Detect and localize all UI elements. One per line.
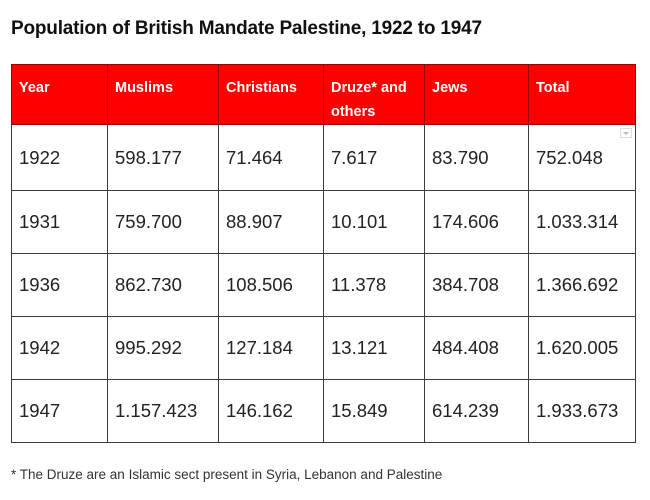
cell-total: 1.033.314: [528, 190, 636, 254]
cell-druze-and-others: 7.617: [323, 124, 425, 191]
cell-muslims: 995.292: [107, 316, 219, 380]
cell-druze-and-others: 15.849: [323, 379, 425, 443]
header-muslims: Muslims: [107, 64, 219, 125]
cell-muslims: 1.157.423: [107, 379, 219, 443]
cell-muslims: 759.700: [107, 190, 219, 254]
table-row: 1936 862.730 108.506 11.378 384.708 1.36…: [11, 253, 636, 317]
cell-druze-and-others: 13.121: [323, 316, 425, 380]
cell-total: 752.048: [536, 146, 603, 168]
header-year: Year: [11, 64, 108, 125]
cell-year: 1936: [11, 253, 108, 317]
sort-caret-icon[interactable]: [620, 128, 632, 138]
header-christians: Christians: [218, 64, 324, 125]
cell-year: 1942: [11, 316, 108, 380]
header-druze-and-others: Druze* and others: [323, 64, 425, 125]
population-table: Year Muslims Christians Druze* and other…: [11, 64, 636, 443]
cell-jews: 614.239: [424, 379, 529, 443]
cell-total: 1.620.005: [528, 316, 636, 380]
cell-muslims: 862.730: [107, 253, 219, 317]
cell-christians: 127.184: [218, 316, 324, 380]
cell-christians: 88.907: [218, 190, 324, 254]
cell-jews: 83.790: [424, 124, 529, 191]
cell-jews: 384.708: [424, 253, 529, 317]
table-row: 1922 598.177 71.464 7.617 83.790 752.048: [11, 124, 636, 191]
cell-christians: 71.464: [218, 124, 324, 191]
header-jews: Jews: [424, 64, 529, 125]
table-row: 1931 759.700 88.907 10.101 174.606 1.033…: [11, 190, 636, 254]
cell-year: 1922: [11, 124, 108, 191]
cell-christians: 146.162: [218, 379, 324, 443]
cell-year: 1947: [11, 379, 108, 443]
table-row: 1942 995.292 127.184 13.121 484.408 1.62…: [11, 316, 636, 380]
footnote: * The Druze are an Islamic sect present …: [11, 467, 443, 482]
cell-christians: 108.506: [218, 253, 324, 317]
header-row: Year Muslims Christians Druze* and other…: [11, 64, 636, 125]
chart-title: Population of British Mandate Palestine,…: [11, 18, 482, 39]
cell-druze-and-others: 10.101: [323, 190, 425, 254]
cell-druze-and-others: 11.378: [323, 253, 425, 317]
cell-muslims: 598.177: [107, 124, 219, 191]
cell-total: 1.366.692: [528, 253, 636, 317]
cell-year: 1931: [11, 190, 108, 254]
cell-total-with-sort: 752.048: [528, 124, 636, 191]
header-total: Total: [528, 64, 636, 125]
cell-jews: 484.408: [424, 316, 529, 380]
cell-jews: 174.606: [424, 190, 529, 254]
table-row: 1947 1.157.423 146.162 15.849 614.239 1.…: [11, 379, 636, 443]
cell-total: 1.933.673: [528, 379, 636, 443]
